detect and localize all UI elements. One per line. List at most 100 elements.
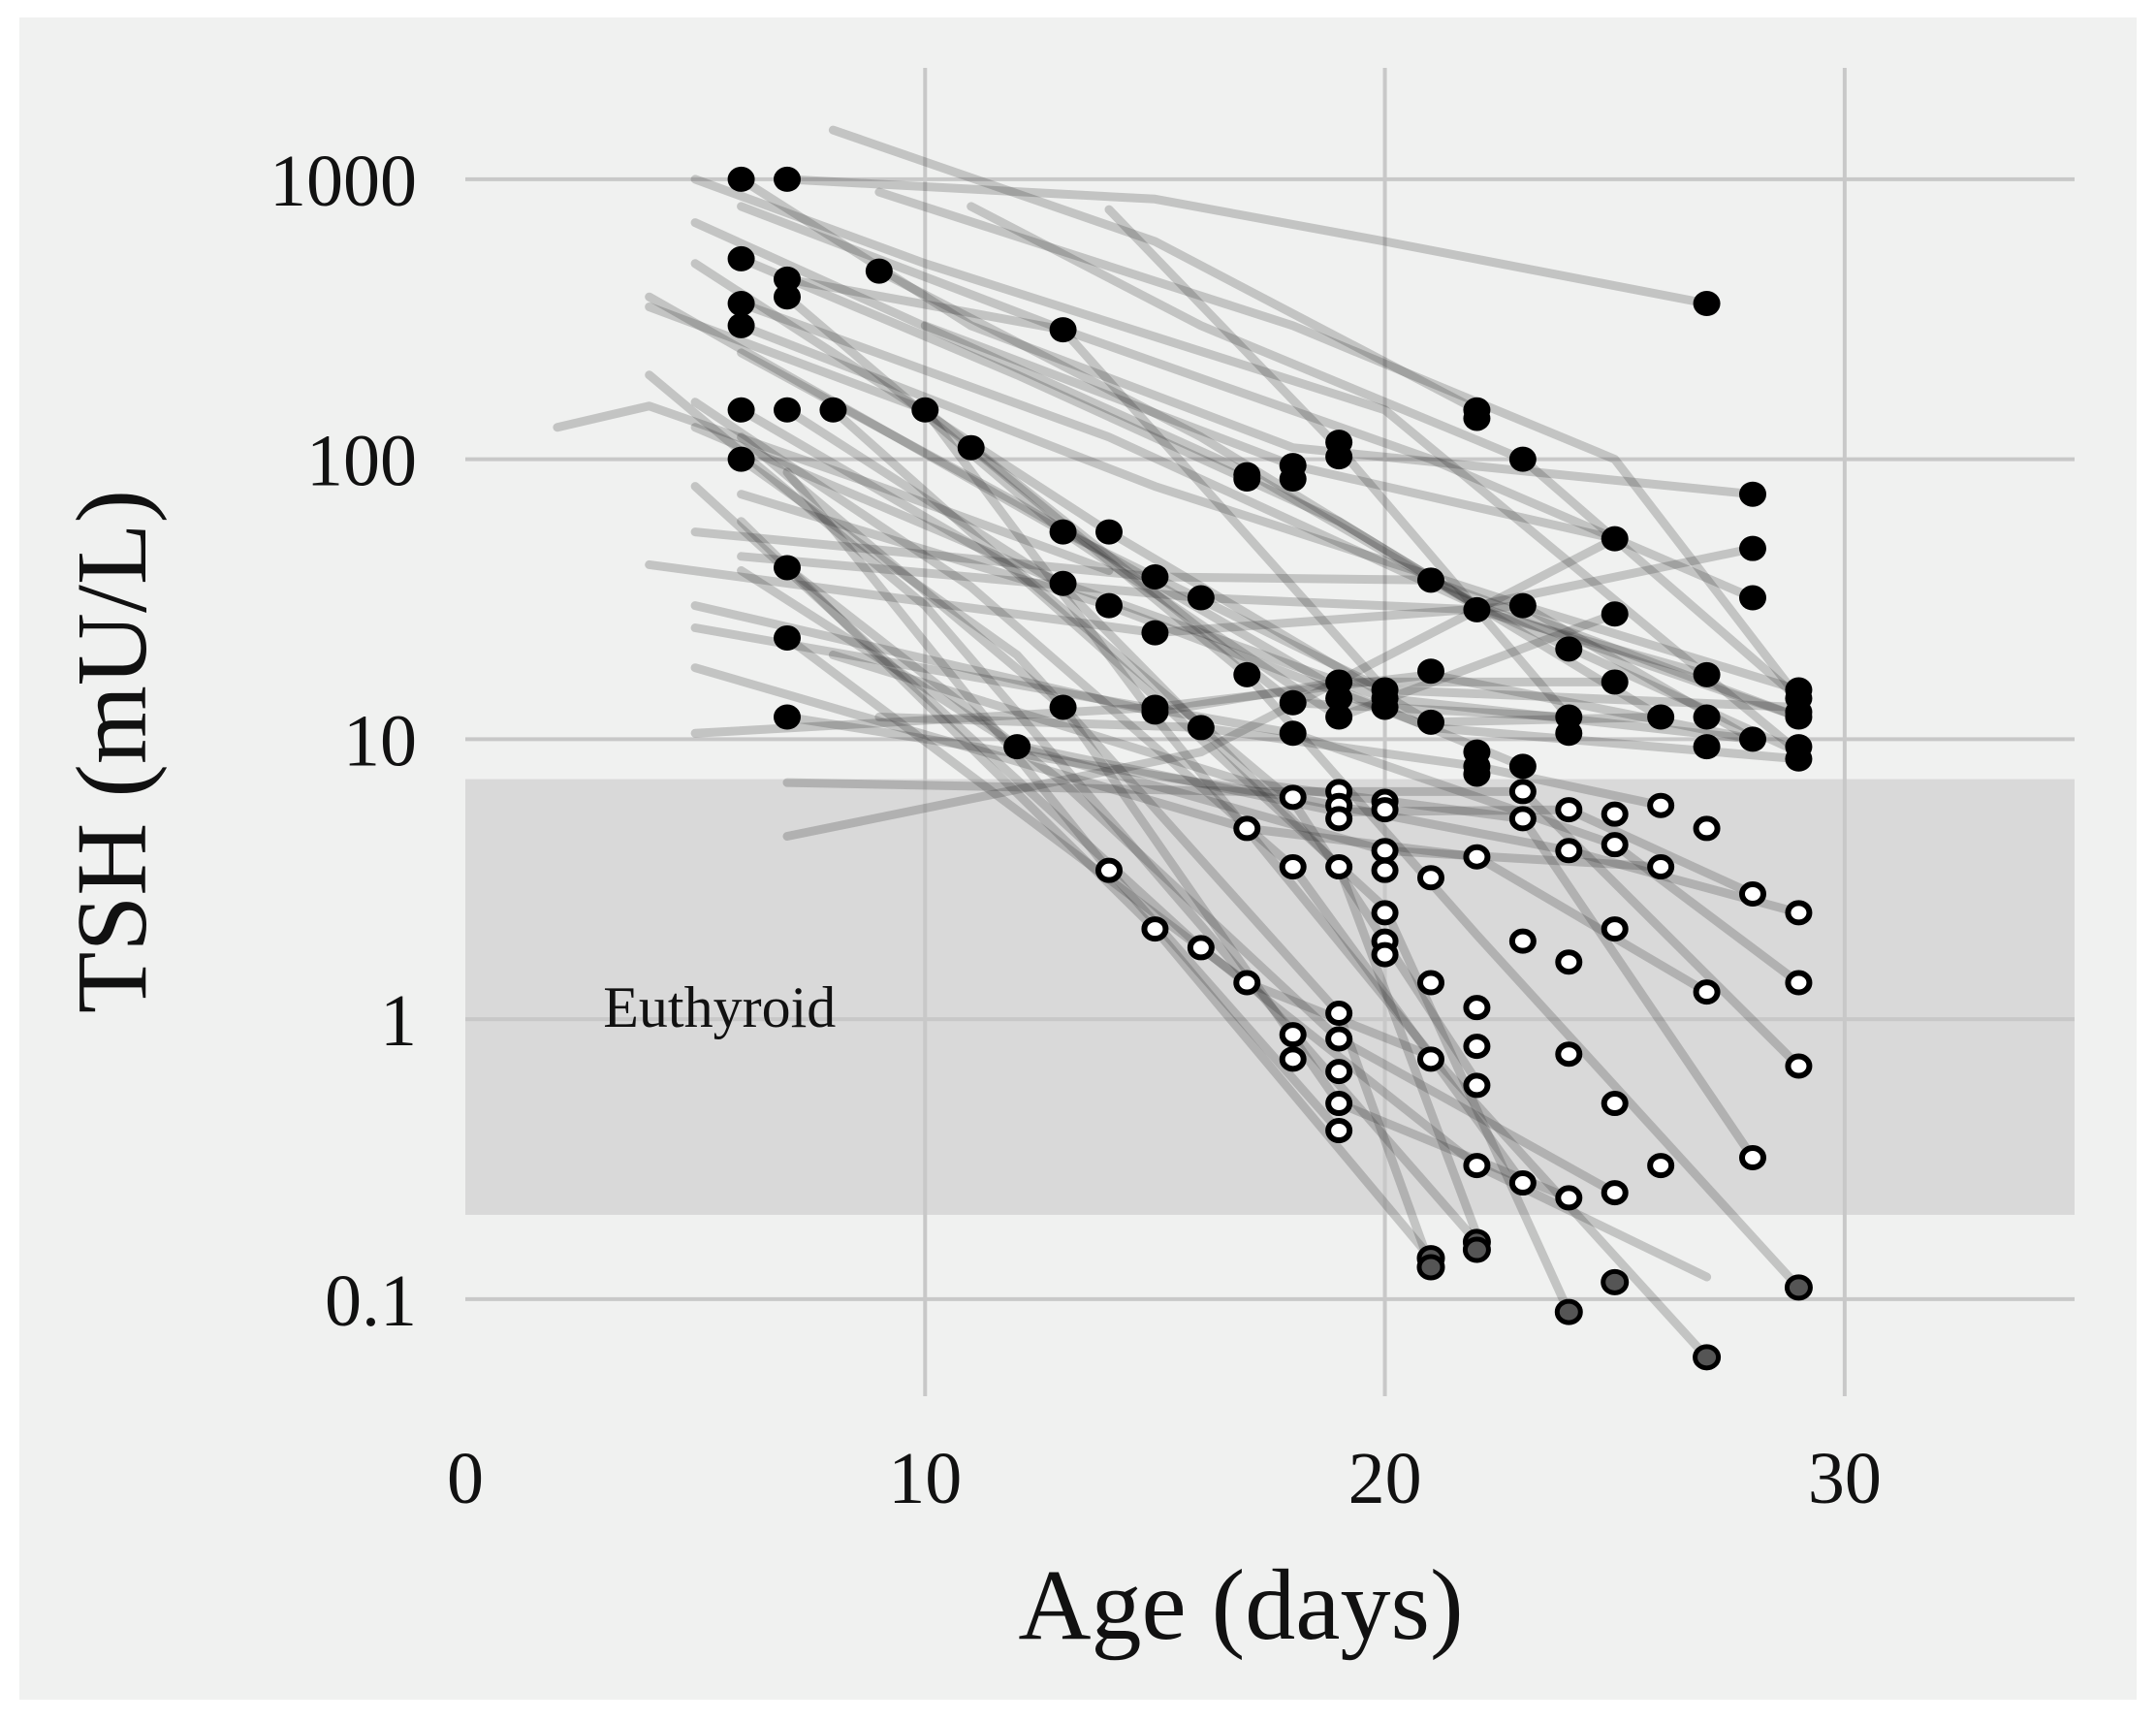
open-point-7: [1555, 797, 1583, 823]
gray-point-2: [1416, 1254, 1445, 1281]
trajectory-line-47: [690, 218, 1803, 721]
y-tick-label-100: 100: [306, 421, 417, 502]
trajectory-line-36: [737, 490, 1803, 764]
open-point-24: [1739, 881, 1766, 908]
gray-point-4: [1462, 1236, 1491, 1263]
filled-point-42: [774, 624, 801, 651]
open-point-25: [1371, 900, 1399, 926]
filled-point-55: [1049, 694, 1077, 720]
open-point-15: [1371, 838, 1399, 864]
filled-point-67: [1187, 715, 1215, 741]
filled-point-13: [819, 397, 847, 423]
filled-point-47: [1601, 669, 1629, 695]
filled-point-17: [957, 434, 985, 461]
point-layer: [727, 166, 1813, 1371]
trajectory-line-23: [737, 432, 1573, 1202]
open-point-13: [1693, 815, 1721, 842]
trajectory-line-29: [782, 713, 1803, 917]
filled-point-9: [1693, 291, 1721, 317]
euthyroid-band-label: Euthyroid: [603, 975, 836, 1039]
y-tick-label-1: 1: [380, 980, 417, 1062]
open-point-10: [1325, 806, 1353, 832]
y-axis-title: TSH (mU/L): [56, 490, 168, 1013]
open-point-17: [1463, 844, 1491, 870]
filled-point-58: [1371, 694, 1399, 720]
filled-point-41: [1141, 620, 1169, 646]
y-tick-label-1000: 1000: [270, 141, 417, 222]
filled-point-12: [774, 397, 801, 423]
filled-point-77: [1463, 761, 1491, 787]
open-point-26: [1785, 900, 1813, 926]
trajectory-line-9: [737, 299, 1803, 757]
open-point-28: [1601, 916, 1629, 942]
filled-point-8: [727, 312, 755, 338]
filled-point-68: [1279, 720, 1307, 747]
open-point-33: [1555, 949, 1583, 975]
euthyroid-band-layer: [465, 779, 2075, 1215]
tick-label-layer: 0 10 20 30 0.1 1 10 100 1000: [270, 141, 1882, 1519]
x-tick-label-10: 10: [888, 1438, 962, 1519]
trajectory-line-6: [874, 187, 1803, 703]
filled-point-32: [1141, 563, 1169, 590]
open-point-8: [1601, 801, 1629, 827]
open-point-18: [1279, 854, 1307, 880]
trajectory-line-4: [782, 175, 1712, 308]
filled-point-22: [1279, 466, 1307, 493]
open-point-23: [1417, 865, 1444, 891]
open-point-51: [1325, 1118, 1353, 1144]
filled-point-14: [911, 397, 939, 423]
open-point-48: [1463, 1072, 1491, 1099]
open-point-54: [1647, 1153, 1675, 1179]
filled-point-51: [1325, 686, 1353, 712]
open-point-9: [1371, 797, 1399, 823]
open-point-39: [1325, 1001, 1353, 1027]
open-point-35: [1417, 970, 1444, 996]
open-point-6: [1647, 792, 1675, 818]
filled-point-72: [1693, 734, 1721, 760]
filled-point-36: [1739, 585, 1766, 611]
gray-point-8: [1693, 1344, 1722, 1371]
open-point-45: [1417, 1046, 1444, 1072]
filled-point-46: [1693, 661, 1721, 687]
open-point-12: [1233, 815, 1261, 842]
trajectory-line-7: [737, 254, 1665, 721]
filled-point-10: [1049, 317, 1077, 343]
trajectory-line-31: [690, 663, 1712, 997]
trajectory-line-33: [645, 292, 1620, 721]
trajectory-line-27: [690, 482, 1712, 1282]
open-point-53: [1463, 1153, 1491, 1179]
gray-point-7: [1554, 1298, 1583, 1325]
filled-point-7: [727, 291, 755, 317]
trajectory-line-22: [690, 398, 1528, 1188]
filled-point-57: [1141, 694, 1169, 720]
filled-point-71: [1003, 734, 1031, 760]
filled-point-28: [1095, 519, 1123, 545]
open-point-29: [1508, 928, 1537, 954]
filled-point-78: [1785, 746, 1813, 772]
filled-point-16: [1463, 405, 1491, 431]
filled-point-70: [1739, 726, 1766, 752]
open-point-36: [1785, 970, 1813, 996]
filled-point-34: [1049, 570, 1077, 596]
filled-point-5: [774, 266, 801, 292]
filled-point-4: [865, 258, 893, 284]
filled-point-26: [1739, 481, 1766, 507]
filled-point-35: [1187, 585, 1215, 611]
filled-point-29: [1601, 526, 1629, 552]
x-tick-label-0: 0: [447, 1438, 484, 1519]
filled-point-37: [1095, 592, 1123, 619]
x-axis-title: Age (days): [1018, 1549, 1463, 1661]
trajectory-line-39: [645, 559, 1803, 694]
open-point-44: [1279, 1046, 1307, 1072]
filled-point-25: [1508, 446, 1537, 472]
trajectory-line-19: [967, 443, 1803, 1292]
filled-point-44: [1233, 661, 1261, 687]
trajectory-line-32: [737, 566, 1665, 872]
trajectory-line-25: [782, 562, 1620, 1197]
trajectory-line-1: [553, 401, 1114, 575]
trajectory-line-38: [737, 552, 1712, 680]
filled-point-1: [727, 166, 755, 192]
filled-point-30: [1739, 535, 1766, 561]
gray-point-5: [1601, 1268, 1630, 1295]
